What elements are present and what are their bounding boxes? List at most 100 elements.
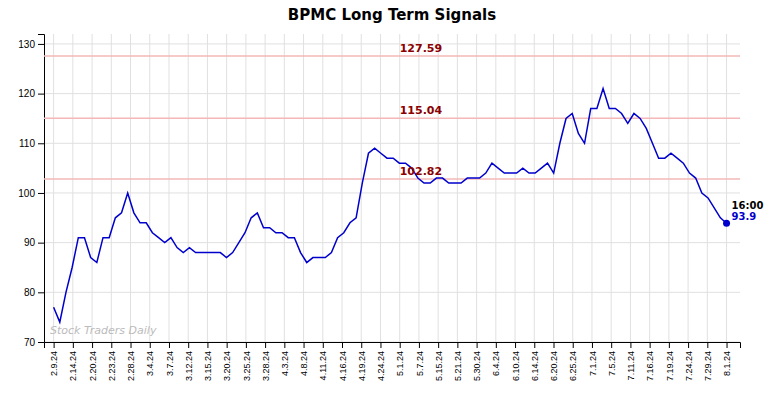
- grid-line-x: [284, 34, 285, 342]
- signal-line: [44, 118, 740, 120]
- x-tick: 3.25.24: [242, 342, 252, 381]
- x-tick-label: 3.25.24: [242, 351, 252, 381]
- x-tick-label: 3.12.24: [184, 351, 194, 381]
- x-tick: 5.15.24: [434, 342, 444, 381]
- grid-line-x: [53, 34, 54, 342]
- x-tick: 7.11.24: [626, 342, 636, 380]
- y-tick-mark: [38, 292, 44, 293]
- grid-line-x: [418, 34, 419, 342]
- x-tick-label: 6.14.24: [530, 351, 540, 381]
- grid-line-x: [342, 34, 343, 342]
- x-tick: 6.25.24: [568, 342, 578, 381]
- grid-line-x: [438, 34, 439, 342]
- grid-line-x: [207, 34, 208, 342]
- title: BPMC Long Term Signals: [288, 6, 496, 24]
- x-tick-mark: [207, 342, 208, 348]
- grid-line-x: [92, 34, 93, 342]
- y-tick-label: 120: [18, 88, 35, 99]
- plot-area: 2.9.242.14.242.20.242.23.242.28.243.4.24…: [18, 34, 763, 381]
- x-tick-label: 6.10.24: [511, 351, 521, 381]
- grid-line-x: [168, 34, 169, 342]
- x-tick: 5.7.24: [415, 342, 425, 376]
- x-tick: 3.28.24: [261, 342, 271, 381]
- grid-line-y: [44, 143, 740, 144]
- x-tick-label: 2.9.24: [49, 351, 59, 376]
- x-tick: 5.21.24: [453, 342, 463, 381]
- x-tick-label: 7.29.24: [703, 351, 713, 381]
- annotations: 127.59115.04102.8216:0093.9Stock Traders…: [50, 42, 763, 337]
- grid-line-y: [44, 43, 740, 44]
- x-tick-label: 5.7.24: [415, 351, 425, 376]
- signal-label: 102.82: [400, 165, 442, 178]
- x-tick-mark: [131, 342, 132, 348]
- signal-label: 127.59: [400, 42, 442, 55]
- grid: [44, 34, 740, 342]
- grid-line-x: [515, 34, 516, 342]
- x-tick-label: 5.1.24: [395, 351, 405, 376]
- x-tick-mark: [554, 342, 555, 348]
- grid-line-x: [553, 34, 554, 342]
- x-tick-label: 4.16.24: [338, 351, 348, 381]
- x-tick: 7.29.24: [703, 342, 713, 381]
- grid-line-x: [476, 34, 477, 342]
- x-tick: 7.24.24: [684, 342, 694, 381]
- x-tick-mark: [688, 342, 689, 348]
- x-tick-label: 4.8.24: [299, 351, 309, 376]
- y-tick-mark: [38, 44, 44, 45]
- x-tick-mark: [73, 342, 74, 348]
- x-tick-mark: [323, 342, 324, 348]
- x-tick-label: 6.4.24: [491, 351, 501, 376]
- last-point: [723, 220, 730, 227]
- x-tick: 5.30.24: [472, 342, 482, 381]
- y-tick-label: 70: [24, 337, 36, 348]
- x-tick-mark: [515, 342, 516, 348]
- grid-line-x: [303, 34, 304, 342]
- grid-line-y: [44, 93, 740, 94]
- x-axis-line: [45, 343, 741, 349]
- y-tick-mark: [38, 94, 44, 95]
- x-tick-mark: [111, 342, 112, 348]
- y-tick: 70: [24, 337, 44, 348]
- grid-line-x: [726, 34, 727, 342]
- chart: 2.9.242.14.242.20.242.23.242.28.243.4.24…: [0, 0, 784, 398]
- x-tick-label: 5.21.24: [453, 351, 463, 381]
- x-tick-mark: [380, 342, 381, 348]
- x-tick: 4.8.24: [299, 342, 309, 376]
- watermark: Stock Traders Daily: [50, 324, 157, 337]
- y-tick-label: 80: [24, 287, 36, 298]
- x-tick-mark: [669, 342, 670, 348]
- x-tick-label: 4.24.24: [376, 351, 386, 381]
- grid-line-x: [72, 34, 73, 342]
- grid-line-x: [572, 34, 573, 342]
- signal-line: [44, 178, 740, 180]
- x-tick: 8.1.24: [722, 342, 732, 376]
- y-tick-label: 110: [19, 138, 35, 149]
- x-tick-mark: [592, 342, 593, 348]
- x-tick-label: 2.20.24: [88, 351, 98, 381]
- grid-line-x: [226, 34, 227, 342]
- x-tick-mark: [169, 342, 170, 348]
- x-tick-label: 3.28.24: [261, 351, 271, 381]
- x-tick: 4.24.24: [376, 342, 386, 381]
- x-tick-mark: [477, 342, 478, 348]
- x-tick-mark: [707, 342, 708, 348]
- x-tick-mark: [573, 342, 574, 348]
- x-tick-mark: [304, 342, 305, 348]
- y-tick: 90: [24, 237, 44, 248]
- y-tick: 110: [19, 138, 44, 149]
- y-axis: 708090100110120130: [18, 35, 44, 348]
- grid-line-x: [265, 34, 266, 342]
- grid-line-x: [611, 34, 612, 342]
- y-tick-label: 100: [18, 188, 35, 199]
- y-tick-mark: [38, 143, 44, 144]
- x-tick: 4.19.24: [357, 342, 367, 381]
- x-tick-label: 7.16.24: [645, 351, 655, 381]
- x-tick-mark: [284, 342, 285, 348]
- x-tick-mark: [92, 342, 93, 348]
- x-tick-label: 7.11.24: [626, 351, 636, 380]
- x-tick-label: 5.15.24: [434, 351, 444, 381]
- last-time-label: 16:00: [732, 200, 764, 211]
- x-tick: 4.3.24: [280, 342, 290, 376]
- x-tick: 4.16.24: [338, 342, 348, 381]
- grid-line-y: [44, 192, 740, 193]
